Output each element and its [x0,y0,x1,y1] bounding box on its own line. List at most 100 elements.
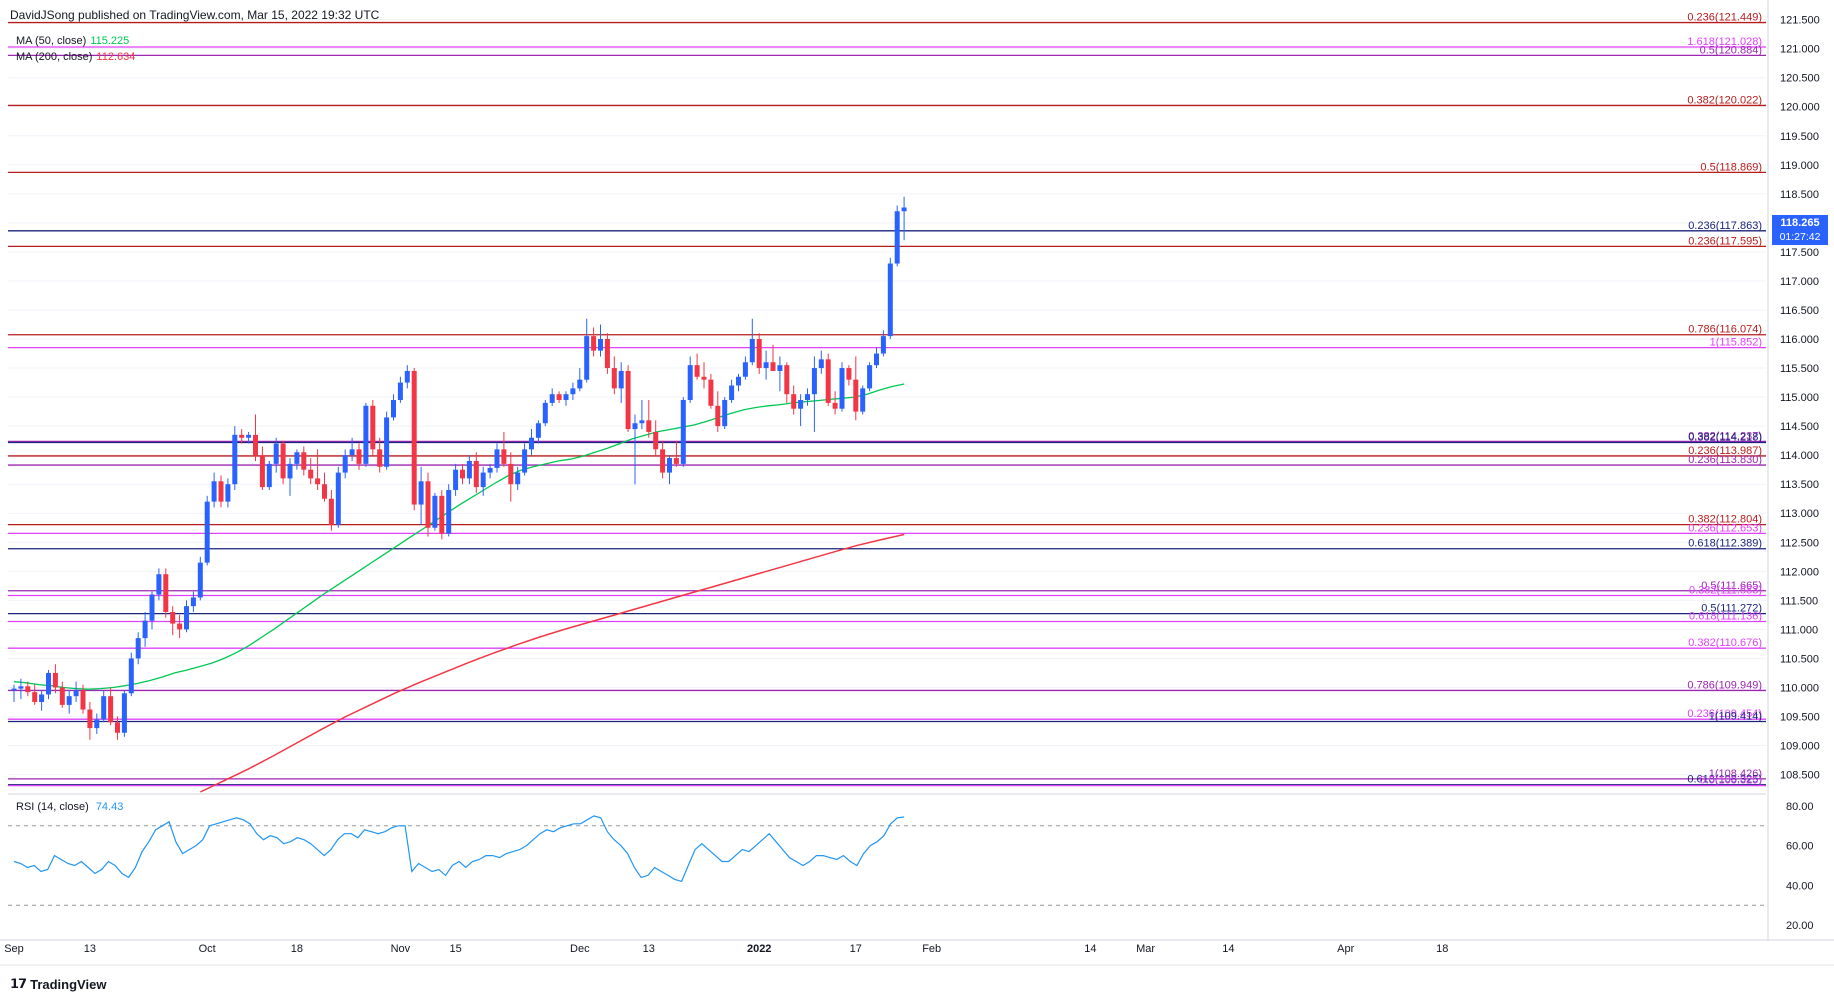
candle-body [777,365,783,371]
time-tick-label: Oct [199,943,216,955]
candle-body [825,359,831,403]
candle [432,492,438,531]
tradingview-logo[interactable]: 𝟭𝟳 TradingView [10,976,106,992]
candle [687,356,693,403]
candle-body [549,394,555,403]
fib-label: 0.618(112.389) [1688,538,1762,550]
ma50-legend[interactable]: MA (50, close) 115.225 [16,35,129,47]
candle-body [722,400,728,427]
candle-body [432,495,438,528]
candle [294,449,300,470]
candle-body [25,686,31,693]
candle [584,318,590,383]
fib-label: 0.5(111.665) [1701,580,1762,592]
candle [901,196,907,241]
candle [149,591,155,630]
candle-body [11,688,17,691]
candle-body [535,423,541,438]
candle-body [397,382,403,400]
time-tick-label: Mar [1136,943,1155,955]
candle [108,687,114,726]
time-tick-label: 17 [850,943,862,955]
candle [473,452,479,493]
candle-body [184,606,189,630]
candle [577,368,583,392]
candle-body [742,362,748,377]
candle [549,388,555,406]
candle [770,344,776,371]
price-tick-label: 116.000 [1780,334,1819,346]
candle-body [618,370,624,389]
candle-body [770,362,776,371]
candle-body [370,405,376,450]
candle [480,466,486,496]
price-tick-label: 117.000 [1780,276,1819,288]
rsi-tick-label: 80.00 [1786,801,1814,813]
candle-body [356,449,362,464]
candle [204,495,210,566]
candle-body [542,402,548,424]
fib-label: 0.236(117.863) [1688,220,1762,232]
candle-body [204,501,210,563]
candle-body [163,574,169,612]
candle-body [101,696,107,720]
candle [756,333,762,374]
candle [818,350,824,374]
candle-body [121,693,127,733]
candle [439,490,445,540]
candle-body [570,388,576,395]
fib-label: 0.236(112.653) [1688,522,1762,534]
candle-body [46,672,51,695]
candle [211,472,217,508]
price-tick-label: 115.500 [1780,363,1819,375]
candle [190,591,196,612]
rsi-legend[interactable]: RSI (14, close) 74.43 [16,801,123,813]
candle [880,330,886,357]
rsi-axis: 80.00 60.00 40.00 20.00 [1786,801,1814,932]
candle [784,362,790,403]
price-tick-label: 111.000 [1780,624,1818,636]
candle [867,362,873,392]
grid [8,19,1766,776]
candle-body [287,463,293,479]
fib-label: 0.618(108.325) [1687,774,1762,786]
candle [522,443,528,476]
candle-body [66,696,72,705]
candle [342,449,348,479]
ma50-value: 115.225 [90,35,130,47]
candle-body [715,405,721,427]
candle [59,681,65,708]
candle-body [646,420,652,432]
candle-body [839,368,845,409]
candle-body [556,394,562,400]
candle [25,681,31,697]
price-tick-label: 121.000 [1780,44,1820,56]
time-tick-label: 13 [84,943,96,955]
time-tick-label: 18 [291,943,303,955]
candle [777,356,783,392]
candle [694,353,700,380]
candle [798,394,804,427]
candle [839,362,845,412]
time-tick-label: 13 [643,943,655,955]
candle-body [577,379,583,389]
candle [52,664,58,694]
time-tick-label: Apr [1337,943,1354,955]
candle-body [460,469,465,479]
candle [363,402,369,467]
price-tick-label: 109.500 [1780,712,1820,724]
candle-body [860,388,866,412]
candle [887,257,893,340]
candle [667,455,672,485]
candle-body [591,336,597,351]
candle [115,716,120,740]
ma200-legend[interactable]: MA (200, close) 112.634 [16,51,135,63]
candle [308,458,314,485]
candle [170,606,176,636]
candle-body [266,463,272,488]
candle-body [894,211,900,264]
fib-label: 0.5(108.325) [1700,775,1762,787]
price-tick-label: 112.500 [1780,537,1819,549]
candle-body [791,394,797,409]
